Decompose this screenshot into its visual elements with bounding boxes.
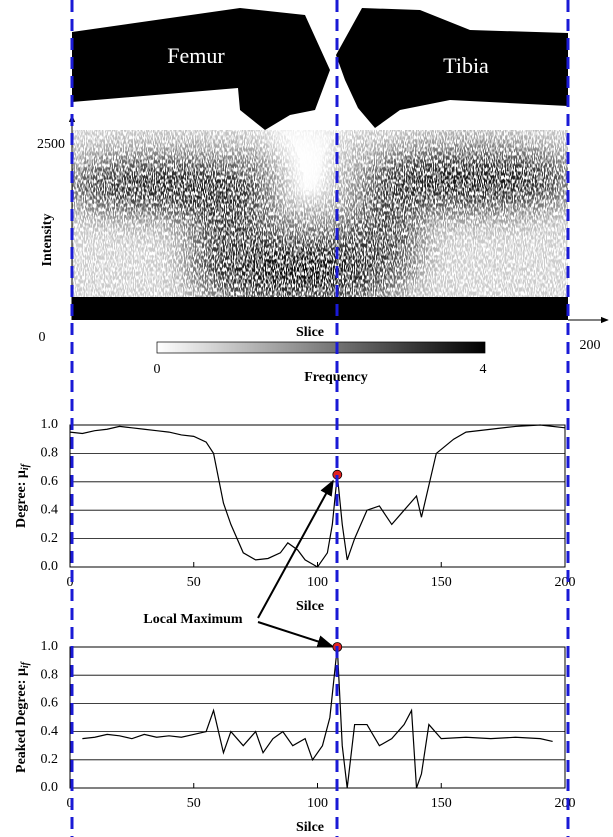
colorbar	[156, 341, 486, 354]
y-tick-label: 0.0	[41, 780, 59, 795]
x-end-label: 200	[580, 338, 601, 353]
tibia-label: Tibia	[443, 53, 489, 78]
y-axis-label: Degree: μif	[14, 462, 31, 528]
y-tick-label: 2500	[37, 137, 65, 152]
plot-frame	[69, 646, 566, 789]
colorbar-max: 4	[480, 362, 487, 377]
x-tick-label: 50	[187, 796, 201, 811]
x-tick-label: 50	[187, 575, 201, 590]
y-tick-label: 0.6	[41, 474, 59, 489]
x-tick-label: 100	[307, 796, 328, 811]
y-axis-label-sub: if	[20, 462, 31, 470]
annotation-arrow	[257, 621, 334, 648]
x-tick-label: 0	[67, 575, 74, 590]
tibia-shape	[336, 8, 568, 128]
y-tick-label: 1.0	[41, 639, 59, 654]
data-line	[82, 646, 553, 789]
y-tick-label: 0.6	[41, 696, 59, 711]
x-axis-label: Silce	[296, 820, 324, 835]
y-tick-label: 0.2	[41, 752, 59, 767]
y-axis-label-main: Peaked Degree: μ	[14, 668, 29, 773]
y-tick-label: 0.8	[41, 667, 59, 682]
data-line	[69, 424, 566, 568]
y-tick-label: 0.4	[41, 502, 59, 517]
y-axis-label: Intensity	[40, 214, 55, 267]
y-tick-label: 0.4	[41, 724, 59, 739]
x-tick-label: 200	[555, 575, 576, 590]
y-tick-label: 0.0	[41, 559, 59, 574]
charts: 0.0 0.2 0.4 0.6 0.8 1.0 0 50 100 150 200 Silce Degre…	[14, 417, 575, 835]
intensity-band	[72, 297, 568, 320]
y-tick-label: 1.0	[41, 417, 59, 432]
y-axis-label-main: Degree: μ	[14, 470, 29, 528]
x-tick-label: 100	[307, 575, 328, 590]
guide-lines	[70, 0, 570, 837]
x-tick-label: 200	[555, 796, 576, 811]
plot-frame	[69, 424, 566, 568]
x-tick-label: 150	[431, 575, 452, 590]
annotation-arrow	[257, 479, 334, 619]
colorbar-min: 0	[154, 362, 161, 377]
y-axis-label: Peaked Degree: μif	[14, 660, 31, 773]
annotation: Local Maximum	[143, 612, 242, 627]
x-tick-label: 0	[67, 796, 74, 811]
y-tick-label: 0.8	[41, 446, 59, 461]
femur-label: Femur	[167, 43, 225, 68]
intensity-noise	[72, 130, 568, 300]
intensity-map	[72, 130, 568, 320]
y-tick-label: 0.2	[41, 531, 59, 546]
colorbar-label: Frequency	[304, 370, 368, 385]
x-axis-label: Silce	[296, 599, 324, 614]
femur-shape	[72, 8, 330, 130]
x-axis-label: Slice	[296, 325, 324, 340]
x-tick-label: 150	[431, 796, 452, 811]
origin-label: 0	[39, 330, 46, 345]
y-axis-label-sub: if	[20, 660, 31, 668]
